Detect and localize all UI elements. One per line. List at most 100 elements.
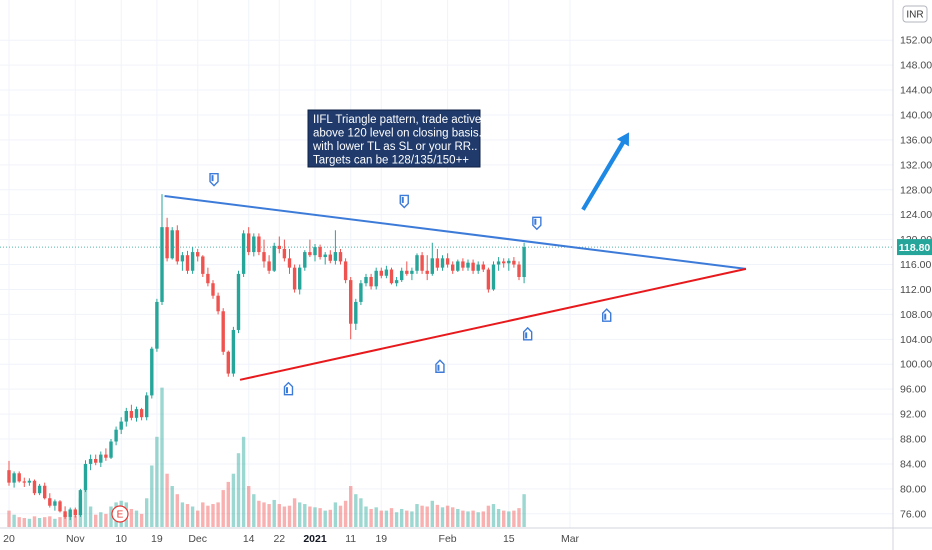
volume-bar	[180, 502, 185, 527]
volume-bar	[471, 510, 475, 527]
candle-body	[394, 280, 399, 284]
volume-bar	[308, 506, 312, 527]
candle-body	[456, 261, 460, 271]
time-tick-label: 14	[243, 533, 255, 545]
note-box	[307, 109, 481, 168]
volume-bar	[43, 517, 47, 527]
candle-body	[313, 247, 317, 256]
candle-body	[37, 485, 42, 494]
annotation-note[interactable]: IIFL Triangle pattern, trade active abov…	[307, 109, 488, 168]
volume-bar	[476, 512, 480, 527]
candle-body	[63, 511, 67, 517]
volume-bar	[338, 505, 343, 527]
volume-bar	[236, 453, 241, 527]
volume-bar	[17, 517, 21, 527]
volume-bar	[440, 507, 445, 527]
volume-bar	[68, 516, 72, 527]
candle-body	[451, 264, 455, 271]
note-line-2: above 120 level on closing basis...	[313, 128, 488, 140]
earnings-marker[interactable]: E	[111, 505, 129, 523]
price-tick-label: 132.00	[900, 159, 932, 171]
volume-bar	[323, 510, 327, 527]
volume-bar	[231, 473, 236, 527]
candle-body	[517, 264, 521, 277]
grid-lines	[0, 0, 893, 528]
volume-bar	[221, 490, 225, 527]
candle-body	[12, 473, 16, 483]
price-tick-label: 144.00	[900, 85, 932, 97]
candle-body	[134, 409, 139, 418]
volume-bar	[451, 507, 455, 527]
pivot-low-marker	[435, 359, 445, 373]
pivot-tick	[211, 175, 214, 182]
time-tick-label: 22	[273, 533, 285, 545]
candle-body	[68, 509, 72, 517]
candle-body	[119, 421, 123, 430]
candle-body	[94, 458, 98, 463]
candle-body	[145, 395, 149, 418]
volume-bar	[405, 510, 409, 527]
volume-bar	[155, 436, 159, 527]
candle-body	[241, 233, 246, 274]
candle-body	[292, 267, 297, 290]
volume-bar	[175, 494, 179, 527]
volume-bar	[461, 510, 465, 527]
candle-body	[190, 252, 195, 271]
volume-bar	[318, 508, 322, 527]
candle-body	[466, 262, 470, 268]
candle-body	[99, 454, 103, 463]
currency-badge[interactable]: INR	[902, 5, 928, 23]
price-tick-label: 92.00	[900, 409, 926, 421]
candle-body	[318, 247, 322, 258]
last-price-label: 118.80	[899, 242, 931, 254]
volume-bar	[298, 502, 302, 527]
time-tick-label: 15	[503, 533, 515, 545]
candle-body	[175, 230, 179, 262]
price-tick-label: 128.00	[900, 184, 932, 196]
volume-bar	[94, 514, 98, 527]
candle-body	[440, 258, 445, 268]
candle-body	[359, 283, 363, 302]
candle-body	[461, 261, 465, 268]
volume-bar	[354, 494, 358, 527]
price-tick-label: 96.00	[900, 384, 926, 396]
time-tick-label: 19	[375, 533, 387, 545]
candle-body	[338, 252, 343, 262]
volume-bar	[99, 512, 103, 527]
candle-body	[323, 254, 327, 258]
candle-body	[272, 245, 276, 271]
candle-body	[522, 247, 526, 277]
volume-bar	[349, 486, 353, 527]
volume-bar	[150, 465, 154, 527]
price-tick-label: 76.00	[900, 508, 926, 520]
candle-body	[236, 273, 241, 330]
pivot-tick	[437, 364, 440, 371]
candle-body	[374, 270, 378, 287]
volume-bar	[364, 506, 368, 527]
volume-bar	[502, 510, 506, 527]
price-tick-label: 136.00	[900, 134, 932, 146]
volume-bar	[160, 387, 164, 527]
volume-bar	[522, 494, 526, 527]
candle-body	[389, 269, 394, 284]
volume-bar	[252, 494, 256, 527]
candle-body	[32, 480, 37, 494]
candle-body	[211, 283, 215, 296]
volume-bar	[48, 516, 52, 527]
volume-bar	[185, 504, 190, 527]
candle-body	[512, 260, 516, 265]
volume-bar	[226, 481, 230, 527]
volume-bar	[282, 506, 287, 527]
volume-bar	[389, 508, 394, 527]
candle-body	[415, 255, 419, 271]
candle-body	[201, 256, 205, 274]
time-axis[interactable]: 20 Nov 10 19 Dec 14 22 2021 11 19 Feb 15 Mar	[0, 527, 932, 545]
candle-body	[58, 501, 62, 512]
candle-body	[507, 260, 511, 264]
candle-body	[88, 458, 93, 464]
target-arrow	[581, 132, 629, 211]
volume-bar	[394, 512, 399, 527]
volume-bar	[466, 511, 470, 527]
